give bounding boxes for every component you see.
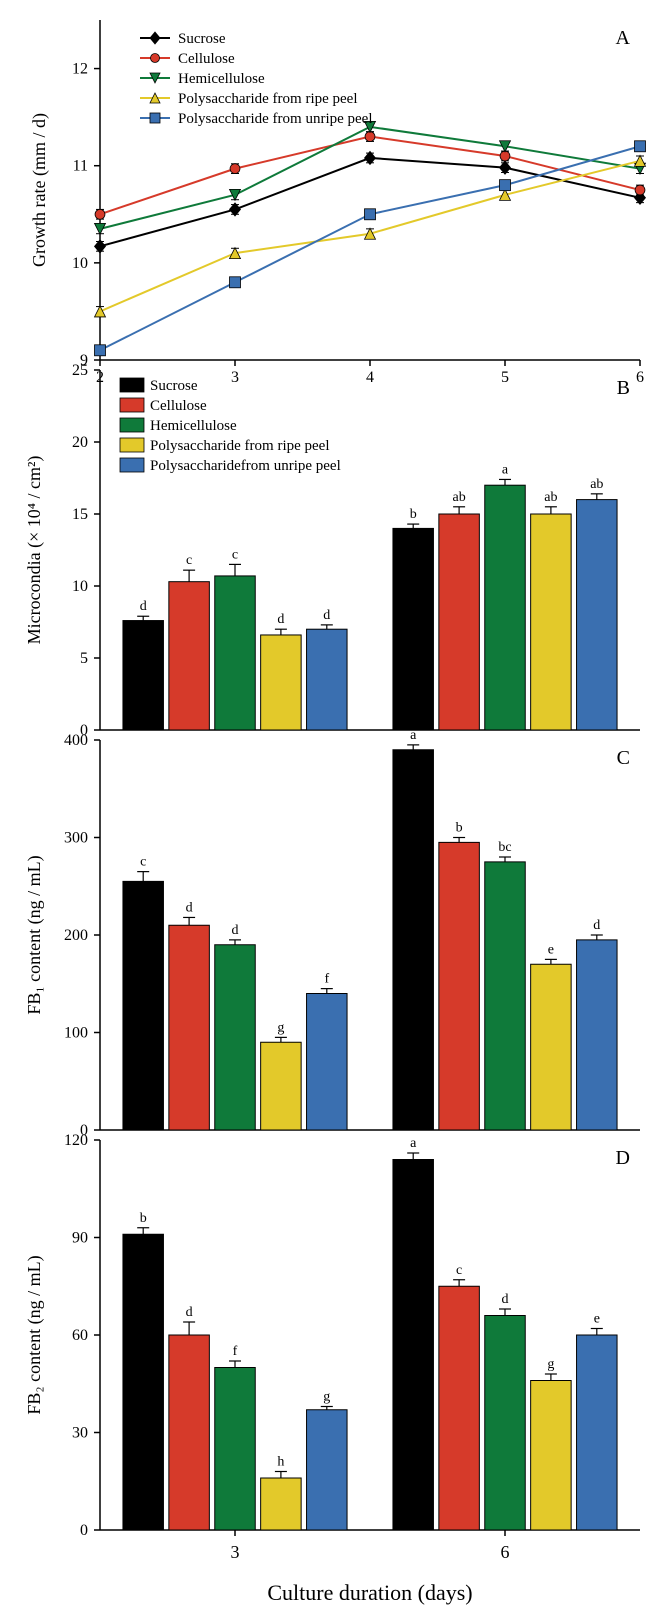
svg-text:Sucrose: Sucrose <box>178 31 226 47</box>
svg-text:Culture duration (days): Culture duration (days) <box>267 1580 472 1605</box>
svg-text:d: d <box>140 599 147 614</box>
svg-text:6: 6 <box>501 1542 510 1562</box>
svg-text:g: g <box>277 1020 284 1035</box>
svg-text:4: 4 <box>366 369 374 386</box>
svg-text:b: b <box>410 507 417 522</box>
panel-a-legend: Sucrose Cellulose Hemicellulose Polysacchar… <box>140 31 373 127</box>
svg-text:15: 15 <box>72 506 88 523</box>
svg-text:a: a <box>410 1136 417 1151</box>
svg-text:A: A <box>616 27 631 49</box>
svg-text:d: d <box>232 923 239 938</box>
svg-text:d: d <box>186 1305 193 1320</box>
svg-text:Hemicellulose: Hemicellulose <box>150 418 237 434</box>
svg-text:Polysaccharide from ripe peel: Polysaccharide from ripe peel <box>150 438 330 454</box>
svg-text:d: d <box>323 608 330 623</box>
svg-text:10: 10 <box>72 578 88 595</box>
svg-text:11: 11 <box>73 158 88 175</box>
svg-text:d: d <box>502 1292 509 1307</box>
svg-text:100: 100 <box>64 1025 88 1042</box>
svg-text:c: c <box>232 547 238 562</box>
svg-text:h: h <box>277 1455 284 1470</box>
svg-text:c: c <box>186 553 192 568</box>
svg-text:d: d <box>277 612 284 627</box>
svg-text:C: C <box>617 747 630 769</box>
svg-text:a: a <box>410 728 417 743</box>
svg-text:d: d <box>186 900 193 915</box>
figure-svg: 910111223456Growth rate (mm / d)ASucrose… <box>0 0 668 1612</box>
svg-text:3: 3 <box>231 369 239 386</box>
svg-text:Microcondia (× 10⁴ / cm²): Microcondia (× 10⁴ / cm²) <box>24 456 45 645</box>
svg-text:3: 3 <box>231 1542 240 1562</box>
panel-d: 0 30 60 90 120 FB₂ content (ng / mL) Db d f h g 3 a c… <box>24 1132 640 1562</box>
svg-text:d: d <box>593 918 600 933</box>
svg-text:Polysaccharidefrom unripe peel: Polysaccharidefrom unripe peel <box>150 458 341 474</box>
svg-text:25: 25 <box>72 362 88 379</box>
svg-text:c: c <box>456 1263 462 1278</box>
svg-text:5: 5 <box>501 369 509 386</box>
svg-text:12: 12 <box>72 61 88 78</box>
svg-text:Polysaccharide from unripe pee: Polysaccharide from unripe peel <box>178 111 373 127</box>
svg-text:60: 60 <box>72 1327 88 1344</box>
svg-text:Cellulose: Cellulose <box>178 51 235 67</box>
svg-text:90: 90 <box>72 1230 88 1247</box>
svg-text:e: e <box>594 1312 600 1327</box>
svg-text:6: 6 <box>636 369 644 386</box>
svg-text:c: c <box>140 855 146 870</box>
svg-text:g: g <box>547 1357 554 1372</box>
svg-text:Sucrose: Sucrose <box>150 378 198 394</box>
multi-panel-figure: 910111223456Growth rate (mm / d)ASucrose… <box>0 0 668 1612</box>
svg-text:Polysaccharide from ripe peel: Polysaccharide from ripe peel <box>178 91 358 107</box>
svg-text:Cellulose: Cellulose <box>150 398 207 414</box>
svg-text:10: 10 <box>72 255 88 272</box>
svg-text:ab: ab <box>544 490 557 505</box>
svg-text:ab: ab <box>452 490 465 505</box>
svg-text:f: f <box>233 1344 238 1359</box>
svg-text:30: 30 <box>72 1425 88 1442</box>
svg-text:D: D <box>616 1147 630 1169</box>
svg-text:e: e <box>548 942 554 957</box>
svg-text:120: 120 <box>64 1132 88 1149</box>
svg-text:g: g <box>323 1390 330 1405</box>
svg-text:300: 300 <box>64 830 88 847</box>
svg-text:f: f <box>324 972 329 987</box>
svg-text:400: 400 <box>64 732 88 749</box>
svg-text:ab: ab <box>590 477 603 492</box>
panel-c: 0100200300400FB₁ content (ng / mL)Ccddgf… <box>24 728 640 1139</box>
svg-text:B: B <box>617 377 630 399</box>
svg-text:b: b <box>456 821 463 836</box>
svg-text:0: 0 <box>80 1522 88 1539</box>
svg-text:Hemicellulose: Hemicellulose <box>178 71 265 87</box>
svg-text:5: 5 <box>80 650 88 667</box>
svg-text:Growth rate (mm / d): Growth rate (mm / d) <box>29 113 50 267</box>
svg-text:FB₁ content (ng / mL): FB₁ content (ng / mL) <box>24 855 45 1014</box>
svg-text:bc: bc <box>498 840 511 855</box>
panel-b-legend: Sucrose Cellulose Hemicellulose Polysacchar… <box>120 378 341 474</box>
panel-b: 0510152025Microcondia (× 10⁴ / cm²)Bdccd… <box>24 362 640 739</box>
panel-a: 910111223456Growth rate (mm / d)A <box>29 20 646 386</box>
svg-text:200: 200 <box>64 927 88 944</box>
svg-text:FB₂ content (ng / mL): FB₂ content (ng / mL) <box>24 1255 45 1414</box>
svg-text:20: 20 <box>72 434 88 451</box>
svg-text:a: a <box>502 462 509 477</box>
svg-text:b: b <box>140 1211 147 1226</box>
